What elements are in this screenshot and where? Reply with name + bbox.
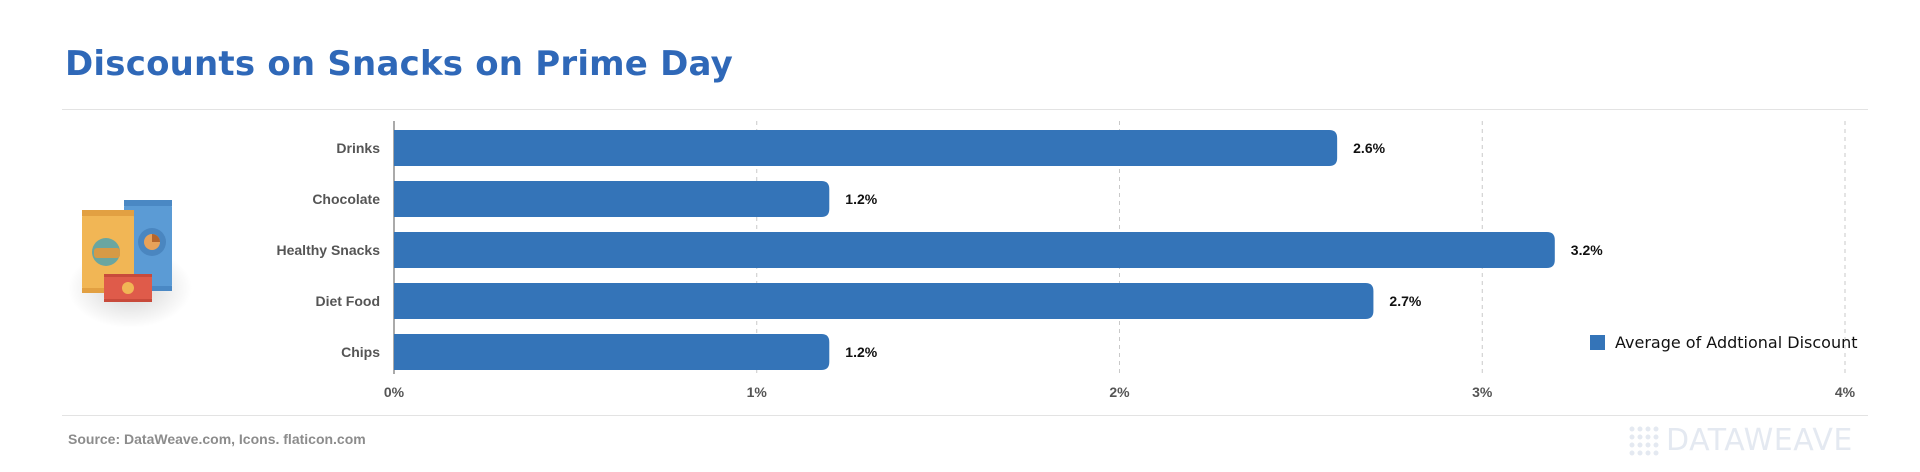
category-label: Chips (341, 344, 380, 360)
bar (394, 283, 1374, 319)
top-divider (62, 109, 1868, 110)
legend-swatch (1590, 335, 1605, 350)
x-tick-label: 3% (1472, 384, 1493, 400)
brand-name: DATAWEAVE (1666, 423, 1853, 458)
category-label: Drinks (336, 140, 380, 156)
chart-title: Discounts on Snacks on Prime Day (65, 44, 733, 84)
x-tick-label: 4% (1835, 384, 1856, 400)
data-label: 1.2% (845, 344, 877, 360)
data-label: 1.2% (845, 191, 877, 207)
data-label: 2.6% (1353, 140, 1385, 156)
category-label: Diet Food (315, 293, 380, 309)
bar (394, 181, 830, 217)
bottom-divider (62, 415, 1868, 416)
x-tick-label: 0% (384, 384, 405, 400)
category-label: Healthy Snacks (277, 242, 381, 258)
category-label: Chocolate (312, 191, 380, 207)
snack-packets-icon (68, 200, 192, 328)
bar (394, 130, 1338, 166)
legend: Average of Addtional Discount (1590, 333, 1858, 352)
bar (394, 232, 1555, 268)
x-tick-label: 2% (1109, 384, 1130, 400)
bar (394, 334, 830, 370)
brand-logo: DATAWEAVE (1628, 421, 1868, 461)
brand-dots-icon (1629, 426, 1659, 456)
x-tick-label: 1% (747, 384, 768, 400)
legend-label: Average of Addtional Discount (1615, 333, 1858, 352)
data-label: 3.2% (1571, 242, 1603, 258)
data-label: 2.7% (1389, 293, 1421, 309)
source-note: Source: DataWeave.com, Icons. flaticon.c… (68, 431, 366, 447)
